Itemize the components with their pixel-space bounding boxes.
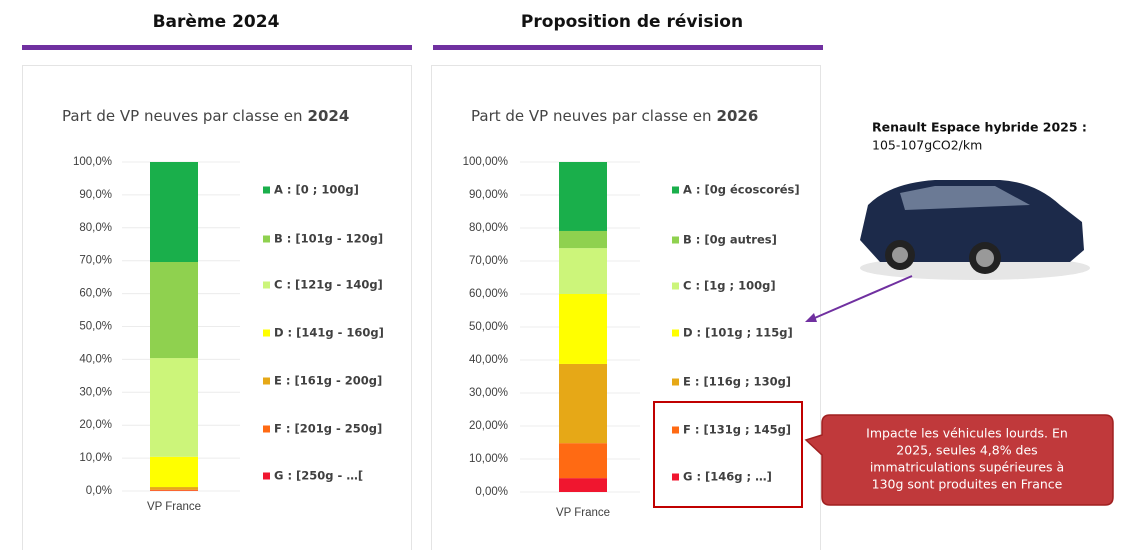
- chart-title-text: Part de VP neuves par classe en: [471, 107, 712, 125]
- y-tick-label: 10,0%: [79, 452, 112, 464]
- chart-title-year: 2024: [308, 107, 350, 125]
- y-tick-label: 100,00%: [463, 156, 508, 168]
- bar-segment: [150, 358, 198, 457]
- car-emission: 105-107gCO2/km: [872, 138, 982, 153]
- legend-swatch: [263, 186, 270, 194]
- chart-title-text: Part de VP neuves par classe en: [62, 107, 303, 125]
- bar-segment: [150, 487, 198, 490]
- y-tick-label: 80,00%: [469, 222, 508, 234]
- x-tick-label: VP France: [147, 501, 201, 513]
- header: Barème 2024: [153, 12, 280, 32]
- header-rule: [433, 45, 823, 50]
- y-tick-label: 40,0%: [79, 353, 112, 365]
- callout-text: immatriculations supérieures à: [870, 460, 1064, 475]
- chart-panel: [22, 65, 412, 550]
- bar-segment: [150, 162, 198, 263]
- legend-swatch: [672, 426, 679, 434]
- y-tick-label: 60,00%: [469, 288, 508, 300]
- header: Proposition de révision: [521, 12, 743, 32]
- y-tick-label: 50,00%: [469, 321, 508, 333]
- legend-label: F : [131g ; 145g]: [683, 423, 791, 437]
- legend-swatch: [672, 186, 679, 194]
- legend-label: D : [101g ; 115g]: [683, 326, 793, 340]
- chart-title: Part de VP neuves par classe en 2026: [471, 107, 758, 125]
- legend-swatch: [263, 472, 270, 480]
- y-tick-label: 20,00%: [469, 420, 508, 432]
- bar-segment: [559, 478, 607, 492]
- bar-segment: [559, 443, 607, 479]
- legend-swatch: [672, 378, 679, 386]
- chart-panel: [431, 65, 821, 550]
- arrow: [809, 275, 913, 321]
- legend-swatch: [672, 473, 679, 481]
- y-tick-label: 50,0%: [79, 321, 112, 333]
- legend-label: G : [146g ; …]: [683, 470, 772, 484]
- bar-segment: [150, 262, 198, 359]
- bar-segment: [559, 363, 607, 444]
- callout-text: 2025, seules 4,8% des: [896, 443, 1037, 458]
- chart-title: Part de VP neuves par classe en 2024: [62, 107, 349, 125]
- legend-swatch: [672, 236, 679, 244]
- legend-label: G : [250g - …[: [274, 469, 363, 483]
- legend-swatch: [263, 281, 270, 289]
- y-tick-label: 90,0%: [79, 189, 112, 201]
- legend-label: B : [101g - 120g]: [274, 232, 383, 246]
- y-tick-label: 60,0%: [79, 288, 112, 300]
- legend-label: B : [0g autres]: [683, 233, 777, 247]
- bar-segment: [559, 248, 607, 294]
- bar-segment: [559, 294, 607, 364]
- y-tick-label: 70,00%: [469, 255, 508, 267]
- y-tick-label: 30,00%: [469, 387, 508, 399]
- y-tick-label: 10,00%: [469, 453, 508, 465]
- y-tick-label: 20,0%: [79, 419, 112, 431]
- bar-segment: [150, 489, 198, 491]
- legend-swatch: [263, 425, 270, 433]
- chart-title-year: 2026: [717, 107, 759, 125]
- callout-text: Impacte les véhicules lourds. En: [866, 426, 1068, 441]
- y-tick-label: 100,0%: [73, 156, 112, 168]
- x-tick-label: VP France: [556, 507, 610, 519]
- bar-segment: [559, 230, 607, 249]
- legend-label: C : [121g - 140g]: [274, 278, 383, 292]
- highlight-box: [653, 401, 803, 508]
- y-tick-label: 30,0%: [79, 386, 112, 398]
- arrow-head: [805, 313, 817, 322]
- legend-label: A : [0g écoscorés]: [683, 183, 800, 197]
- legend-label: E : [116g ; 130g]: [683, 375, 791, 389]
- legend-swatch: [672, 329, 679, 337]
- legend-label: D : [141g - 160g]: [274, 326, 384, 340]
- legend-label: A : [0 ; 100g]: [274, 183, 359, 197]
- y-tick-label: 0,00%: [475, 486, 508, 498]
- y-tick-label: 90,00%: [469, 189, 508, 201]
- car-title: Renault Espace hybride 2025 :: [872, 120, 1087, 135]
- legend-label: F : [201g - 250g]: [274, 422, 382, 436]
- y-tick-label: 70,0%: [79, 255, 112, 267]
- bar-segment: [150, 456, 198, 488]
- bar-segment: [559, 162, 607, 231]
- y-tick-label: 40,00%: [469, 354, 508, 366]
- y-tick-label: 0,0%: [86, 485, 112, 497]
- car-illustration: [860, 180, 1090, 280]
- legend-swatch: [672, 282, 679, 290]
- callout: [804, 414, 1114, 506]
- y-tick-label: 80,0%: [79, 222, 112, 234]
- legend-label: E : [161g - 200g]: [274, 374, 382, 388]
- legend-swatch: [263, 235, 270, 243]
- callout-text: 130g sont produites en France: [872, 477, 1063, 492]
- legend-swatch: [263, 377, 270, 385]
- header-rule: [22, 45, 412, 50]
- legend-swatch: [263, 329, 270, 337]
- legend-label: C : [1g ; 100g]: [683, 279, 776, 293]
